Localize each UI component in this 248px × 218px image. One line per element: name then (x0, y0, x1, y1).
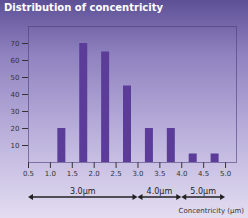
svg-text:30: 30 (11, 108, 20, 116)
svg-text:5.0: 5.0 (220, 170, 231, 178)
svg-text:20: 20 (11, 125, 20, 133)
svg-text:0.5: 0.5 (23, 170, 34, 178)
svg-text:2.0: 2.0 (89, 170, 100, 178)
svg-text:4.0: 4.0 (176, 170, 187, 178)
svg-text:4.0μm: 4.0μm (147, 187, 173, 196)
svg-text:5.0μm: 5.0μm (190, 187, 216, 196)
svg-text:3.0: 3.0 (132, 170, 143, 178)
svg-text:2.5: 2.5 (111, 170, 122, 178)
svg-text:1.5: 1.5 (67, 170, 78, 178)
svg-text:3.5: 3.5 (154, 170, 165, 178)
svg-text:70: 70 (11, 40, 20, 48)
svg-text:Concentricity (μm): Concentricity (μm) (179, 207, 245, 215)
svg-text:50: 50 (11, 74, 20, 82)
svg-text:4.5: 4.5 (198, 170, 209, 178)
svg-text:3.0μm: 3.0μm (70, 187, 96, 196)
svg-text:60: 60 (11, 57, 20, 65)
svg-text:1.0: 1.0 (45, 170, 56, 178)
svg-text:40: 40 (11, 91, 20, 99)
html-text:Distribution of concentricity: Distribution of concentricity (4, 2, 163, 13)
svg-text:10: 10 (11, 142, 20, 150)
